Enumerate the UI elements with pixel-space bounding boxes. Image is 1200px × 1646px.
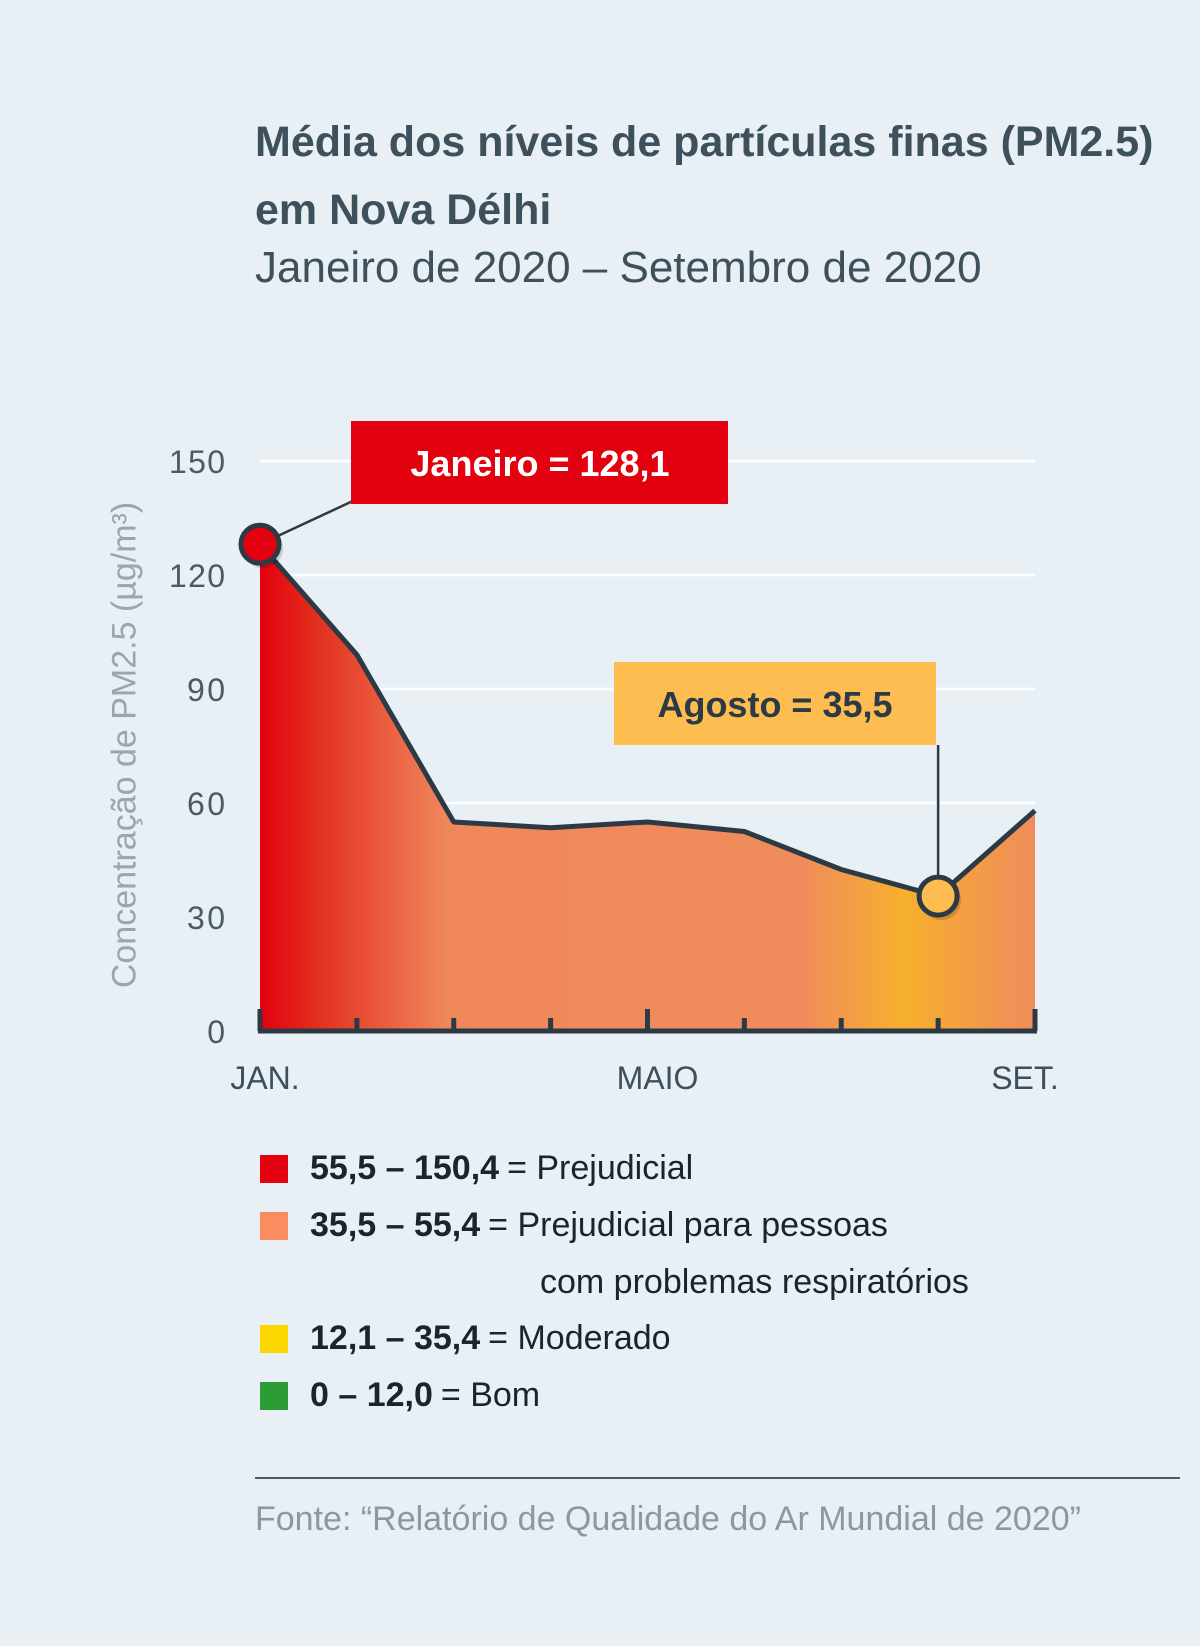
data-point-january: [238, 522, 282, 566]
legend: 55,5 – 150,4 = Prejudicial 35,5 – 55,4 =…: [260, 1140, 969, 1424]
legend-item: 55,5 – 150,4 = Prejudicial: [260, 1140, 969, 1197]
legend-range: 55,5 – 150,4: [310, 1149, 500, 1187]
y-tick-label: 60: [187, 786, 225, 822]
y-axis-title: Concentração de PM2.5 (µg/m³): [105, 501, 144, 989]
y-tick-label: 30: [187, 900, 225, 936]
legend-label: = Prejudicial para pessoas: [488, 1206, 888, 1244]
legend-swatch: [260, 1324, 288, 1353]
chart-subtitle: Janeiro de 2020 – Setembro de 2020: [255, 243, 982, 292]
series-line: [258, 542, 1037, 899]
legend-swatch: [260, 1154, 288, 1183]
legend-item: 0 – 12,0 = Bom: [260, 1367, 969, 1424]
y-tick-label: 90: [187, 672, 225, 708]
y-tick-label: 120: [169, 558, 225, 594]
callout-label-january: Janeiro = 128,1: [410, 443, 669, 484]
x-tick-label: JAN.: [230, 1060, 299, 1096]
y-tick-label: 150: [169, 444, 225, 480]
callout-box-august: [614, 662, 936, 745]
legend-label: = Prejudicial: [507, 1149, 694, 1187]
legend-range: 12,1 – 35,4: [310, 1319, 481, 1357]
y-tick-label: 0: [207, 1014, 225, 1050]
legend-range: 0 – 12,0: [310, 1376, 433, 1414]
chart-title: Média dos níveis de partículas finas (PM…: [255, 118, 1154, 234]
callout-label-august: Agosto = 35,5: [657, 684, 892, 725]
legend-swatch: [260, 1381, 288, 1410]
legend-label: = Moderado: [488, 1319, 671, 1357]
callout-box-january: [351, 421, 728, 504]
area-fill: [260, 544, 1035, 1031]
legend-item: 12,1 – 35,4 = Moderado: [260, 1310, 969, 1367]
legend-label-continuation: com problemas respiratórios: [540, 1262, 969, 1301]
legend-range: 35,5 – 55,4: [310, 1206, 481, 1244]
legend-item: 35,5 – 55,4 = Prejudicial para pessoas: [260, 1197, 969, 1254]
source-note: Fonte: “Relatório de Qualidade do Ar Mun…: [255, 1500, 1081, 1538]
x-tick-label: MAIO: [617, 1060, 699, 1096]
legend-label: = Bom: [440, 1376, 541, 1414]
data-point-august: [916, 874, 960, 918]
divider: [255, 1477, 1180, 1479]
x-tick-label: SET.: [991, 1060, 1059, 1096]
legend-swatch: [260, 1211, 288, 1240]
